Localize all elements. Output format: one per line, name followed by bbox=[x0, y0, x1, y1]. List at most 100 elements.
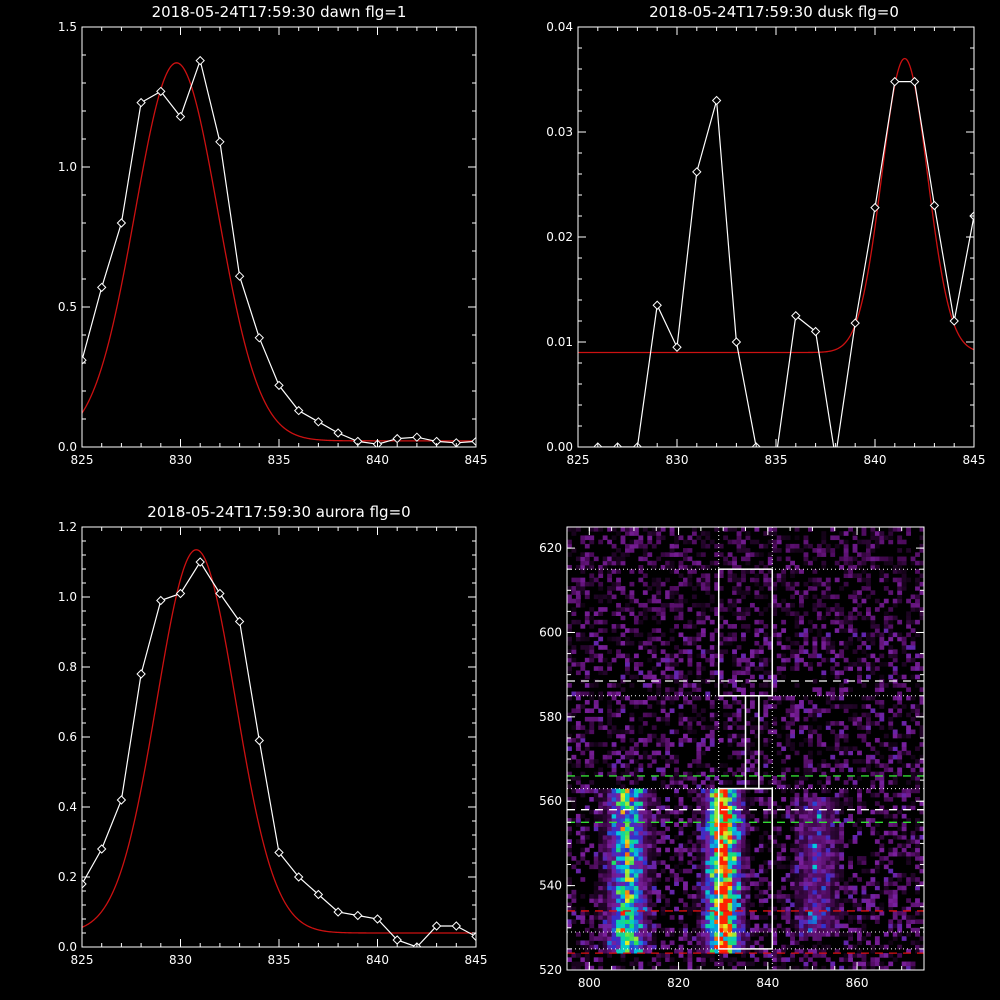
dawn-data-point bbox=[254, 333, 265, 343]
heatmap-cell bbox=[691, 602, 697, 608]
heatmap-cell bbox=[897, 759, 903, 764]
heatmap-cell bbox=[638, 847, 644, 853]
heatmap-cell bbox=[892, 564, 898, 570]
heatmap-cell bbox=[638, 860, 644, 865]
heatmap-cell bbox=[709, 830, 715, 836]
heatmap-cell bbox=[602, 936, 608, 941]
heatmap-cell bbox=[807, 915, 813, 920]
heatmap-cell bbox=[651, 902, 657, 908]
heatmap-cell bbox=[741, 780, 746, 785]
heatmap-cell bbox=[915, 586, 920, 591]
heatmap-cell bbox=[812, 607, 818, 612]
heatmap-cell bbox=[678, 953, 684, 958]
heatmap-cell bbox=[656, 839, 662, 844]
heatmap-cell bbox=[830, 645, 836, 650]
heatmap-cell bbox=[865, 552, 871, 557]
heatmap-cell bbox=[669, 695, 675, 701]
heatmap-cell bbox=[803, 898, 809, 903]
heatmap-cell bbox=[785, 754, 791, 760]
heatmap-cell bbox=[915, 763, 920, 768]
heatmap-cell bbox=[727, 961, 733, 967]
heatmap-cell bbox=[589, 539, 595, 545]
heatmap-cell bbox=[803, 695, 809, 701]
heatmap-cell bbox=[642, 556, 648, 562]
heatmap-cell bbox=[874, 628, 880, 633]
heatmap-cell bbox=[741, 856, 746, 861]
heatmap-cell bbox=[794, 535, 800, 541]
heatmap-cell bbox=[807, 527, 813, 532]
heatmap-cell bbox=[807, 577, 813, 583]
heatmap-cell bbox=[781, 864, 787, 870]
heatmap-cell bbox=[575, 839, 581, 844]
heatmap-cell bbox=[727, 834, 733, 840]
heatmap-cell bbox=[843, 788, 849, 794]
heatmap-cell bbox=[656, 636, 662, 642]
heatmap-cell bbox=[915, 843, 920, 849]
heatmap-cell bbox=[571, 649, 577, 654]
heatmap-cell bbox=[830, 923, 836, 929]
heatmap-cell bbox=[700, 889, 706, 895]
heatmap-cell bbox=[745, 670, 751, 676]
heatmap-cell bbox=[625, 822, 630, 827]
heatmap-cell bbox=[745, 590, 751, 595]
heatmap-cell bbox=[812, 687, 818, 692]
heatmap-cell bbox=[892, 577, 898, 583]
heatmap-cell bbox=[794, 834, 800, 840]
heatmap-cell bbox=[874, 809, 880, 815]
heatmap-cell bbox=[700, 708, 706, 714]
heatmap-cell bbox=[794, 856, 800, 861]
heatmap-cell bbox=[625, 531, 630, 536]
heatmap-cell bbox=[683, 556, 688, 562]
heatmap-cell bbox=[629, 915, 635, 920]
dawn-axes-frame bbox=[81, 26, 477, 448]
heatmap-cell bbox=[812, 961, 818, 967]
heatmap-cell bbox=[736, 590, 742, 595]
heatmap-cell bbox=[709, 594, 715, 600]
heatmap-cell bbox=[919, 910, 925, 916]
heatmap-cell bbox=[660, 695, 666, 701]
heatmap-cell bbox=[580, 847, 586, 853]
heatmap-cell bbox=[888, 615, 894, 621]
heatmap-cell bbox=[816, 915, 822, 920]
heatmap-cell bbox=[638, 948, 644, 954]
heatmap-cell bbox=[803, 961, 809, 967]
heatmap-cell bbox=[584, 556, 590, 562]
heatmap-cell bbox=[607, 915, 613, 920]
heatmap-cell bbox=[745, 552, 751, 557]
heatmap-cell bbox=[888, 851, 894, 857]
dawn-data-point bbox=[234, 271, 245, 281]
heatmap-cell bbox=[857, 919, 862, 924]
heatmap-cell bbox=[691, 927, 697, 933]
heatmap-cell bbox=[651, 940, 657, 946]
heatmap-cell bbox=[897, 872, 903, 878]
heatmap-cell bbox=[669, 927, 675, 933]
heatmap-cell bbox=[611, 683, 617, 688]
heatmap-cell bbox=[857, 818, 862, 823]
heatmap-cell bbox=[732, 590, 737, 595]
heatmap-cell bbox=[767, 569, 773, 574]
heatmap-cell bbox=[629, 548, 635, 553]
heatmap-cell bbox=[745, 927, 751, 933]
heatmap-cell bbox=[683, 636, 688, 642]
heatmap-cell bbox=[790, 729, 795, 735]
heatmap-cell bbox=[638, 564, 644, 570]
heatmap-cell bbox=[741, 877, 746, 882]
heatmap-cell bbox=[843, 750, 849, 756]
heatmap-cell bbox=[812, 830, 818, 836]
heatmap-cell bbox=[723, 932, 729, 937]
heatmap-cell bbox=[723, 923, 729, 929]
heatmap-cell bbox=[874, 531, 880, 536]
heatmap-cell bbox=[816, 581, 822, 587]
heatmap-cell bbox=[660, 839, 666, 844]
heatmap-cell bbox=[607, 699, 613, 705]
heatmap-cell bbox=[781, 716, 787, 722]
heatmap-cell bbox=[825, 902, 831, 908]
heatmap-cell bbox=[754, 788, 760, 794]
heatmap-cell bbox=[767, 894, 773, 899]
heatmap-cell bbox=[620, 754, 626, 760]
heatmap-cell bbox=[741, 737, 746, 743]
heatmap-cell bbox=[790, 569, 795, 574]
heatmap-cell bbox=[910, 965, 916, 971]
heatmap-cell bbox=[736, 961, 742, 967]
heatmap-cell bbox=[642, 721, 648, 726]
